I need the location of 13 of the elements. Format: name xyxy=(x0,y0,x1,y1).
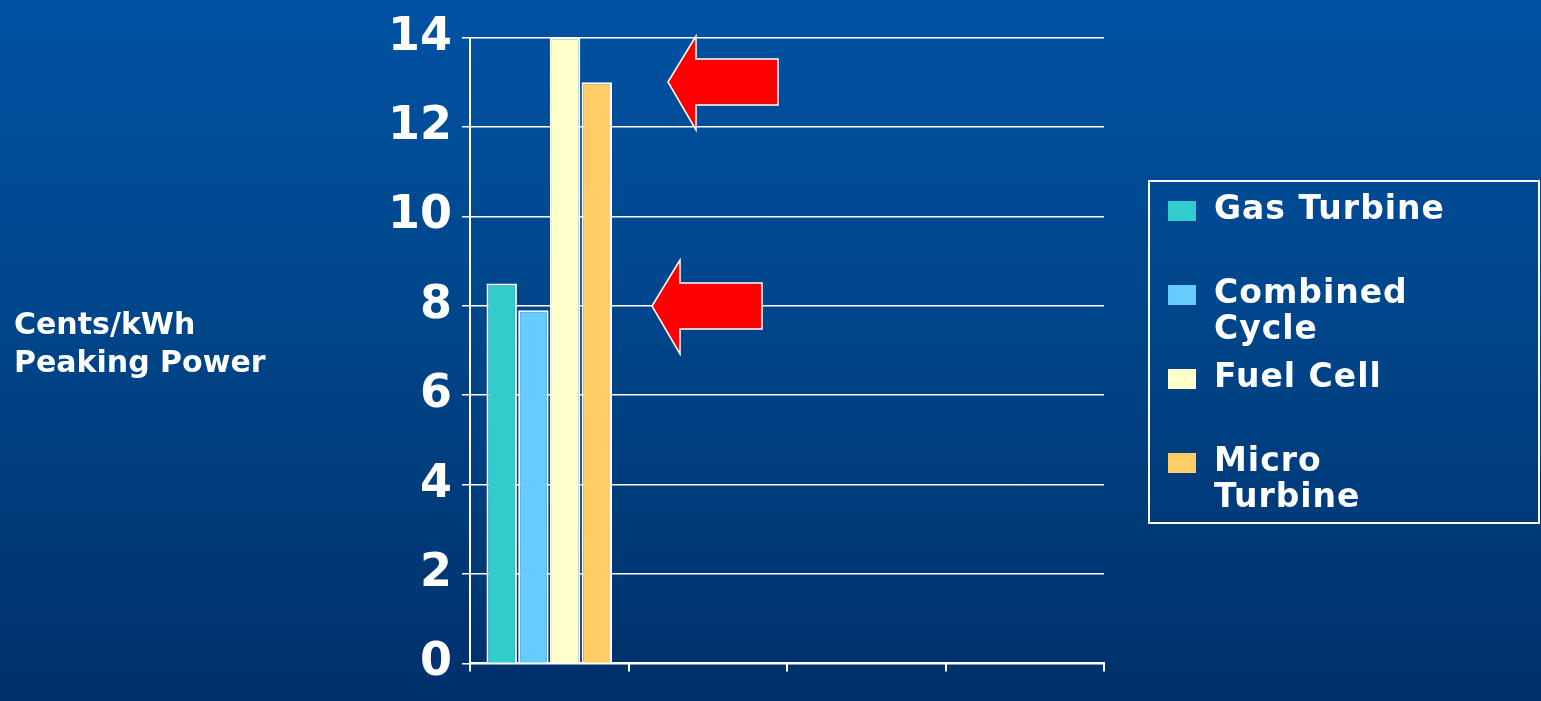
legend-label: Fuel Cell xyxy=(1214,356,1383,395)
y-tick-label: 12 xyxy=(387,95,452,150)
legend-label: Gas Turbine xyxy=(1214,188,1446,227)
y-tick-label: 0 xyxy=(419,632,452,687)
y-tick-label: 8 xyxy=(419,274,452,329)
y-tick-label: 14 xyxy=(387,6,452,61)
legend-label: Combined Cycle xyxy=(1214,272,1409,347)
y-tick-label: 6 xyxy=(419,364,452,419)
y-tick-label: 4 xyxy=(419,453,452,508)
y-tick-label: 2 xyxy=(419,542,452,597)
y-axis-title: Cents/kWh Peaking Power xyxy=(14,305,267,381)
y-tick-label: 10 xyxy=(387,185,452,240)
legend-label: Micro Turbine xyxy=(1214,440,1362,515)
